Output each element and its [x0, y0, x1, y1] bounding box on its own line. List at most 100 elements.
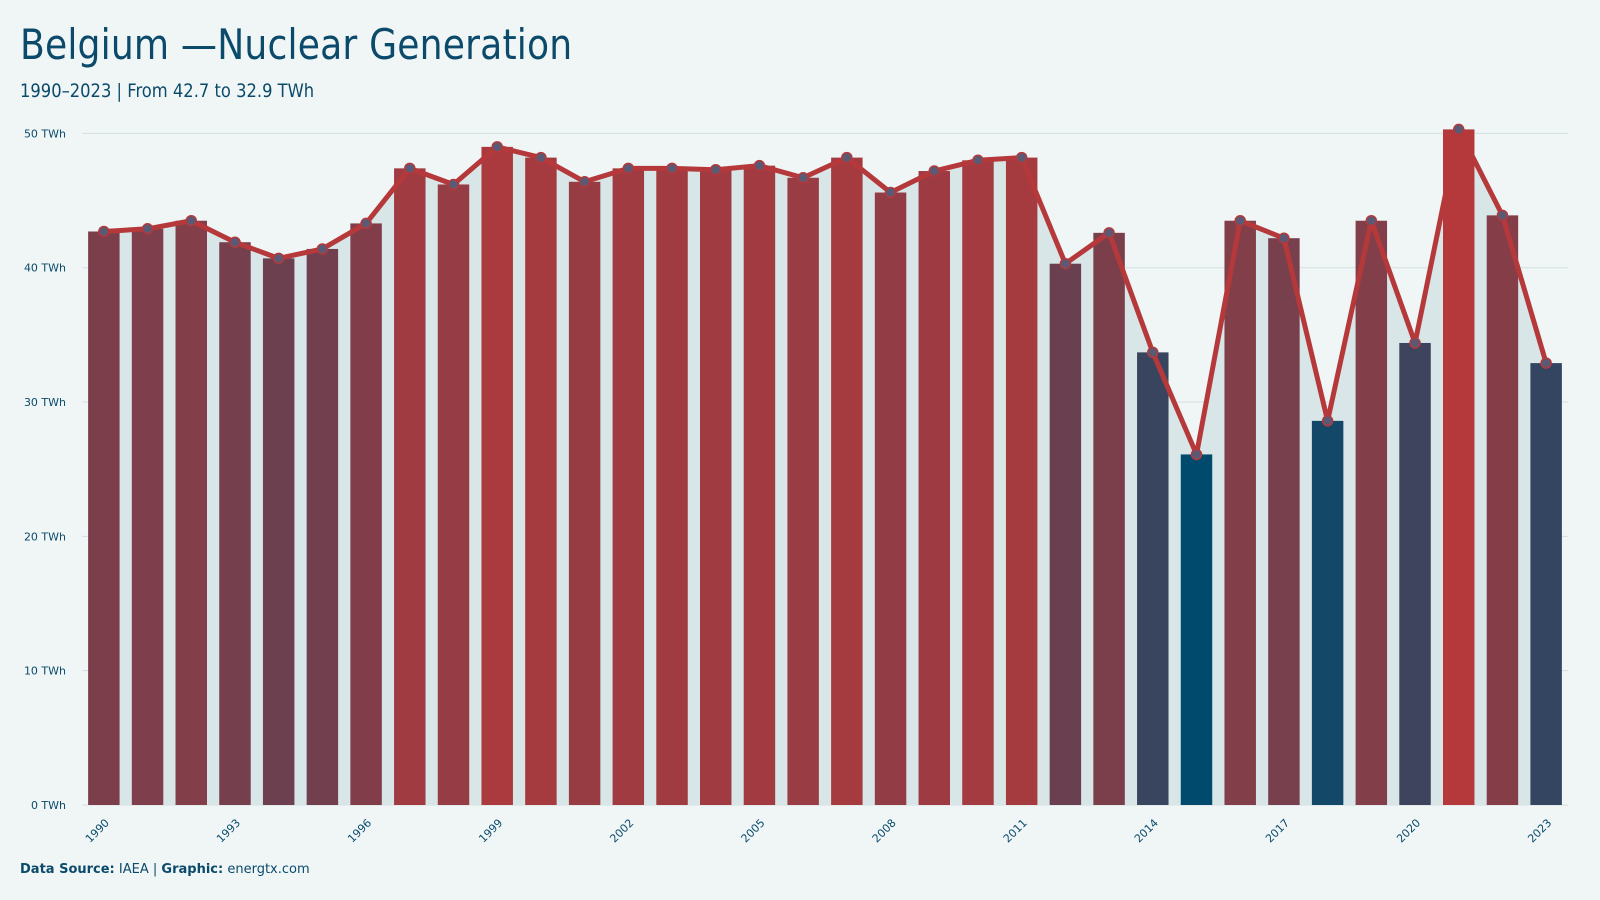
bar-2017 [1268, 238, 1300, 806]
bar-2018 [1311, 420, 1344, 805]
bar-1997 [394, 168, 426, 806]
point-2017 [1278, 232, 1290, 244]
point-2005 [753, 159, 766, 172]
point-2000 [535, 151, 547, 164]
x-tick-label: 2014 [1132, 816, 1161, 845]
y-tick-label: 20 TWh [24, 530, 66, 543]
y-tick-label: 30 TWh [24, 396, 66, 409]
bar-2008 [874, 192, 907, 805]
bar-1994 [262, 258, 295, 805]
point-1999 [491, 141, 503, 153]
chart-subtitle: 1990–2023 | From 42.7 to 32.9 TWh [20, 80, 315, 102]
point-2022 [1496, 209, 1509, 222]
point-2006 [797, 172, 809, 184]
point-2023 [1540, 357, 1552, 369]
point-2014 [1147, 346, 1159, 359]
x-axis-ticks: 1990 1993 1996 1999 2002 2005 2008 2011 2014 2017… [83, 816, 1554, 845]
point-2001 [578, 176, 591, 188]
bar-2007 [831, 157, 863, 805]
footer-separator: | [152, 862, 158, 877]
bar-1999 [481, 146, 513, 806]
source-value: IAEA [118, 862, 149, 877]
x-tick-label: 2017 [1263, 816, 1292, 845]
bar-1990 [88, 231, 120, 805]
x-tick-label: 2005 [739, 816, 768, 845]
point-2008 [884, 186, 897, 199]
point-1996 [360, 217, 372, 230]
bar-2003 [656, 168, 688, 806]
point-1993 [229, 236, 241, 248]
y-tick-label: 40 TWh [24, 262, 66, 275]
bars [88, 129, 1562, 806]
bar-2015 [1180, 454, 1213, 805]
bar-2021 [1443, 129, 1475, 805]
bar-2006 [787, 177, 819, 806]
trend-line [101, 126, 1549, 457]
x-tick-label: 2011 [1001, 816, 1030, 845]
bar-2001 [568, 181, 601, 806]
y-tick-label: 10 TWh [24, 665, 66, 678]
bar-2009 [918, 171, 950, 806]
bar-2023 [1530, 363, 1562, 805]
point-1991 [141, 223, 154, 235]
point-2020 [1409, 337, 1421, 349]
bar-2011 [1005, 157, 1038, 805]
chart-title: Belgium —Nuclear Generation [20, 20, 573, 69]
bar-2013 [1093, 232, 1125, 805]
footer: Data Source: IAEA | Graphic: energtx.com [20, 862, 310, 877]
point-2021 [1452, 123, 1465, 136]
bar-2022 [1486, 215, 1519, 806]
point-2018 [1321, 415, 1334, 427]
bar-2012 [1049, 263, 1082, 805]
graphic-value: energtx.com [227, 862, 310, 877]
source-label: Data Source: [20, 862, 115, 877]
point-2002 [622, 162, 635, 175]
x-tick-label: 1996 [345, 816, 374, 845]
point-2013 [1103, 227, 1115, 239]
bar-1998 [437, 184, 470, 805]
bar-2019 [1355, 220, 1388, 805]
point-2009 [928, 165, 941, 177]
x-tick-label: 2023 [1525, 816, 1554, 845]
x-tick-label: 2020 [1394, 816, 1423, 845]
bar-1992 [175, 220, 207, 805]
bar-1991 [131, 228, 164, 805]
bar-1995 [306, 248, 339, 806]
bar-2002 [612, 168, 645, 806]
point-1994 [272, 252, 285, 265]
bar-2005 [743, 165, 776, 805]
x-tick-label: 2002 [607, 816, 636, 845]
y-axis-ticks: 0 TWh 10 TWh 20 TWh 30 TWh 40 TWh 50 TWh [24, 127, 66, 812]
x-tick-label: 1993 [214, 816, 243, 845]
x-tick-label: 1990 [83, 816, 112, 845]
markers [98, 123, 1552, 461]
y-tick-label: 50 TWh [24, 127, 66, 140]
point-1992 [185, 214, 198, 227]
point-2011 [1015, 151, 1028, 164]
bar-2016 [1224, 220, 1256, 805]
point-1997 [404, 162, 416, 175]
point-2019 [1365, 214, 1378, 227]
bar-2004 [700, 169, 732, 806]
bar-1996 [350, 223, 382, 805]
bar-2000 [525, 157, 557, 805]
point-2015 [1190, 448, 1203, 461]
point-2007 [841, 151, 853, 164]
point-2003 [666, 162, 678, 175]
x-tick-label: 1999 [476, 816, 505, 845]
x-tick-label: 2008 [870, 816, 899, 845]
point-2016 [1234, 214, 1246, 227]
bar-2020 [1399, 342, 1431, 805]
bar-2010 [962, 160, 994, 805]
point-2010 [972, 154, 984, 167]
bar-1993 [219, 242, 251, 806]
bar-2014 [1137, 352, 1169, 805]
y-tick-label: 0 TWh [31, 799, 66, 812]
graphic-label: Graphic: [161, 862, 224, 877]
point-2004 [709, 163, 722, 176]
point-1990 [98, 225, 110, 238]
point-1998 [447, 178, 460, 191]
point-1995 [316, 243, 329, 255]
point-2012 [1059, 257, 1072, 270]
